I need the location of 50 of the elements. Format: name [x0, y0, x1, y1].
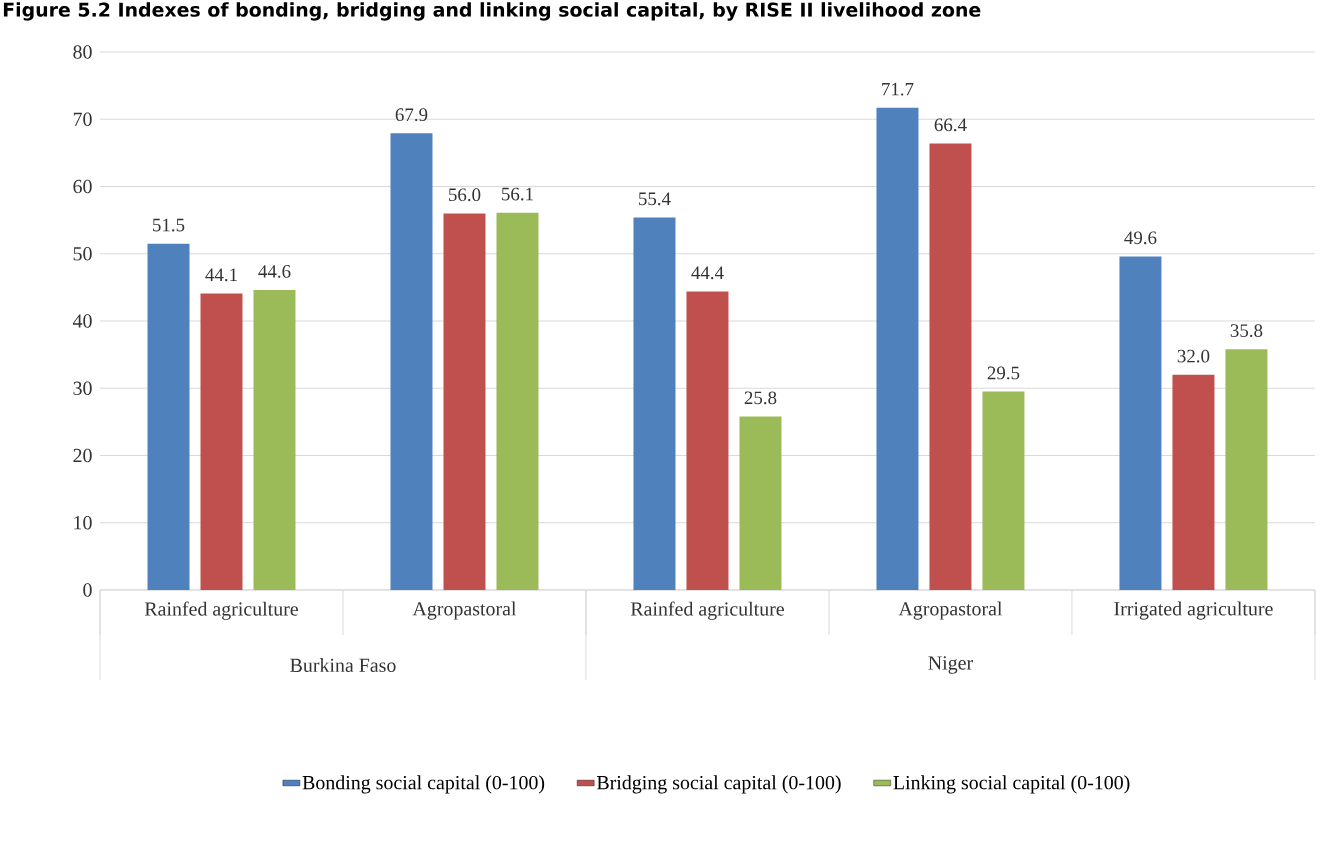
bar: [253, 290, 296, 590]
legend-label: Bonding social capital (0-100): [302, 775, 545, 794]
bar: [686, 291, 729, 590]
x-tick-label: Rainfed agriculture: [630, 601, 784, 620]
y-tick-label: 50: [73, 247, 92, 261]
bar: [633, 217, 676, 590]
bar: [496, 212, 539, 590]
y-tick-label: 60: [73, 179, 92, 194]
x-tick-label: Agropastoral: [412, 601, 517, 620]
data-label: 49.6: [1124, 231, 1157, 245]
data-label: 35.8: [1230, 324, 1263, 338]
data-label: 56.1: [502, 187, 533, 201]
bar: [443, 213, 486, 590]
x-tick-label: Agropastoral: [898, 601, 1003, 620]
data-label: 44.1: [205, 268, 237, 282]
text: Burkina Faso: [290, 657, 396, 672]
data-label: 51.5: [153, 218, 185, 232]
bar: [1225, 349, 1268, 590]
data-label: 29.5: [987, 366, 1020, 380]
x-tick-label: Irrigated agriculture: [1114, 601, 1273, 620]
y-tick-label: 20: [73, 448, 92, 463]
data-label: 44.6: [258, 265, 291, 278]
bar: [929, 143, 972, 590]
bar: [390, 133, 433, 590]
data-label: 56.0: [449, 188, 481, 202]
y-tick-label: 70: [73, 112, 92, 126]
chart-title: Figure 5.2 Indexes of bonding, bridging and linking social capital, by RISE II livelihood zone: [3, 2, 981, 21]
y-tick-label: 40: [72, 314, 92, 328]
bar: [982, 391, 1025, 590]
y-tick-label: 10: [74, 516, 92, 530]
data-label: 67.9: [395, 108, 428, 122]
data-label: 25.8: [744, 391, 777, 405]
bar: [739, 416, 782, 590]
bar: [876, 107, 919, 590]
legend-label: Bridging social capital (0-100): [596, 775, 841, 794]
bar: [147, 243, 190, 590]
bar: [1119, 256, 1162, 590]
x-tick-label: Rainfed agriculture: [144, 601, 298, 620]
y-tick-label: 30: [73, 381, 92, 395]
data-label: 44.4: [691, 266, 724, 280]
data-label: 32.0: [1177, 349, 1210, 363]
text: Niger: [928, 656, 973, 674]
bar: [1172, 374, 1215, 590]
data-label: 55.4: [639, 192, 671, 206]
y-tick-label: 80: [73, 45, 92, 59]
y-tick-label: 0: [83, 583, 92, 597]
bar: [200, 293, 243, 590]
data-label: 66.4: [934, 118, 967, 132]
data-label: 71.7: [882, 82, 914, 96]
legend-label: Linking social capital (0-100): [893, 775, 1130, 794]
